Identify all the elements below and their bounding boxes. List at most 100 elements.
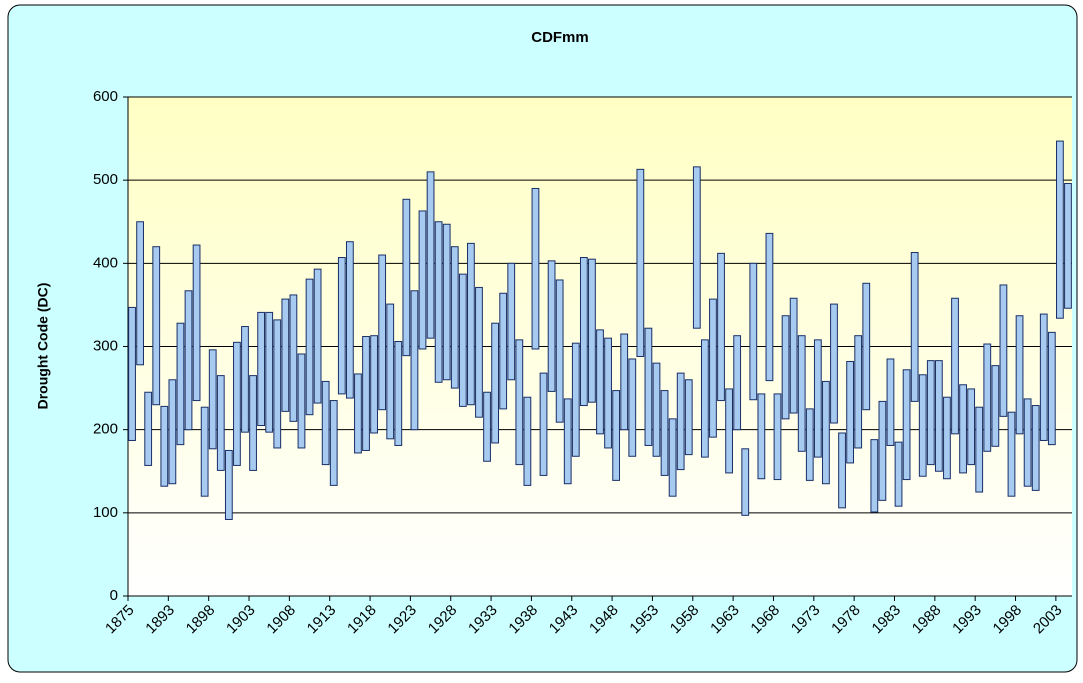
bar	[224, 449, 233, 520]
bar	[434, 221, 443, 383]
bar	[152, 246, 161, 406]
bar	[1056, 140, 1064, 319]
chart-title: CDFmm	[531, 29, 589, 46]
bar	[813, 339, 822, 458]
bar	[926, 360, 935, 466]
bar	[192, 244, 201, 402]
bar	[668, 418, 677, 497]
bar	[281, 298, 290, 412]
bar	[571, 342, 580, 457]
bar	[757, 393, 766, 480]
bar	[555, 279, 564, 423]
bar	[579, 257, 588, 407]
bar	[644, 327, 653, 446]
bar	[313, 268, 322, 404]
bar	[717, 252, 725, 402]
bar	[418, 210, 427, 350]
bar	[136, 221, 144, 366]
bar	[1064, 182, 1072, 309]
bar	[426, 171, 435, 339]
bar	[329, 400, 338, 486]
bar	[208, 349, 217, 450]
bar	[233, 341, 241, 466]
bar	[410, 290, 419, 431]
bar	[765, 232, 774, 382]
bar	[184, 290, 193, 431]
bar	[378, 254, 387, 411]
bar	[870, 439, 879, 513]
bar	[200, 406, 209, 497]
bar	[846, 360, 855, 464]
bar	[168, 379, 177, 485]
bar	[442, 223, 451, 381]
bar	[805, 408, 814, 481]
bar	[491, 322, 499, 444]
bar	[652, 362, 661, 457]
bar	[991, 365, 1000, 447]
bar	[499, 292, 508, 410]
bar	[467, 242, 475, 406]
bar	[878, 400, 887, 501]
bar	[773, 393, 782, 481]
bar	[475, 286, 483, 418]
bar	[692, 166, 701, 329]
bar	[943, 396, 951, 480]
bar	[1015, 315, 1024, 435]
bar	[725, 388, 733, 474]
y-tick-label: 200	[93, 421, 118, 438]
bar	[458, 273, 467, 407]
bar	[257, 311, 266, 427]
y-tick-label: 300	[93, 337, 118, 354]
bar	[999, 284, 1008, 417]
bar	[483, 391, 491, 462]
y-tick-label: 100	[93, 504, 118, 521]
bar	[450, 246, 459, 389]
bar	[701, 339, 709, 458]
bar	[975, 406, 984, 493]
bar	[612, 390, 621, 481]
bar	[523, 396, 532, 486]
bar	[370, 335, 378, 434]
bar	[822, 380, 830, 485]
bar	[854, 335, 863, 449]
bar	[886, 358, 895, 446]
bar	[176, 322, 185, 446]
y-axis-label: Drought Code (DC)	[35, 283, 51, 410]
bar	[830, 303, 838, 424]
bar	[394, 341, 403, 446]
bar	[789, 297, 798, 414]
bar	[620, 333, 629, 431]
bar	[838, 432, 846, 509]
bar	[781, 315, 790, 420]
bar	[604, 337, 612, 449]
bar	[297, 353, 306, 449]
y-tick-label: 500	[93, 171, 118, 188]
bar	[741, 448, 750, 516]
bar	[967, 388, 976, 466]
bar	[354, 373, 362, 454]
bar	[918, 374, 927, 477]
bar	[588, 258, 596, 403]
bar	[983, 343, 992, 452]
bar	[386, 303, 395, 440]
bar	[402, 198, 411, 357]
bar	[684, 379, 693, 456]
bar	[1039, 313, 1048, 441]
y-tick-label: 600	[93, 88, 118, 105]
bar	[862, 282, 871, 411]
bar	[636, 168, 645, 357]
bar	[709, 298, 717, 438]
bar	[539, 372, 548, 476]
bar	[676, 372, 685, 471]
y-tick-label: 0	[110, 587, 118, 604]
bar	[951, 297, 959, 435]
bar	[507, 262, 516, 381]
bar	[660, 390, 669, 476]
bar	[241, 326, 249, 433]
bar	[144, 391, 153, 466]
bar	[273, 319, 282, 449]
bar	[894, 441, 903, 507]
bar	[216, 375, 225, 471]
bar	[628, 358, 637, 457]
